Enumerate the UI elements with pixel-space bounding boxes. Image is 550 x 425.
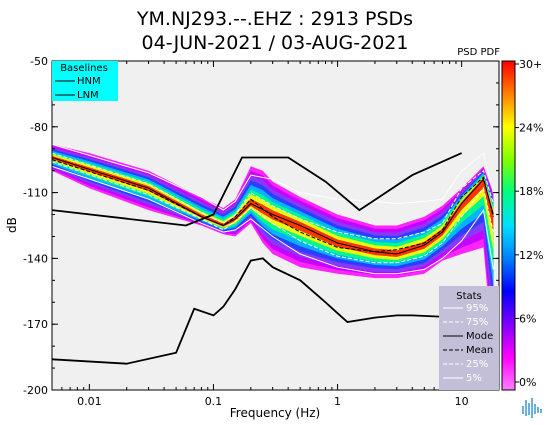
- stats-legend-mode: Mode: [466, 331, 493, 342]
- plot-frame: [51, 60, 500, 391]
- stat-line-p75: [52, 152, 494, 240]
- y-tick-label: -110: [23, 187, 48, 200]
- stats-legend-mean: Mean: [466, 345, 493, 356]
- stats-legend-p75: 75%: [466, 317, 488, 328]
- stats-legend: Stats 95% 75% Mode Mean 25% 5%: [439, 286, 499, 390]
- stats-legend-p25: 25%: [466, 359, 488, 370]
- y-tick-label: -200: [23, 384, 48, 397]
- y-tick-label: -140: [23, 252, 48, 265]
- y-axis-ticks: -50 -80 -110 -140 -170 -200: [23, 55, 499, 397]
- colorbar: [501, 60, 516, 391]
- x-axis-label: Frequency (Hz): [230, 406, 321, 420]
- baselines-legend-title: Baselines: [60, 63, 108, 74]
- stat-line-p25: [52, 161, 494, 264]
- chart-title: YM.NJ293.--.EHZ : 2913 PSDs: [136, 8, 413, 30]
- x-axis-ticks: 0.01 0.1 1 10: [51, 61, 500, 408]
- colorbar-title: PSD PDF: [457, 47, 500, 58]
- stats-legend-p5: 5%: [466, 373, 482, 384]
- y-axis-label: dB: [5, 217, 19, 233]
- colorbar-tick-label: 24%: [519, 122, 543, 135]
- x-tick-label: 10: [455, 395, 469, 408]
- baselines-legend: Baselines HNM LNM: [52, 61, 118, 101]
- stats-legend-p95: 95%: [466, 303, 488, 314]
- colorbar-tick-label: 0%: [519, 376, 536, 389]
- baseline-lnm: [52, 257, 462, 365]
- colorbar-tick-label: 12%: [519, 249, 543, 262]
- y-tick-label: -170: [23, 318, 48, 331]
- stat-line-mode: [52, 157, 494, 255]
- x-tick-label: 0.01: [77, 395, 102, 408]
- y-tick-label: -50: [30, 55, 48, 68]
- stat-line-p95: [52, 143, 494, 211]
- logo-icon: [522, 398, 542, 418]
- chart-subtitle: 04-JUN-2021 / 03-AUG-2021: [142, 32, 409, 54]
- baseline-hnm: [52, 152, 462, 227]
- stat-line-mean: [52, 159, 494, 253]
- stat-line-p5: [52, 165, 494, 275]
- colorbar-tick-label: 30+: [519, 58, 542, 71]
- pdf-band-6: [52, 154, 494, 260]
- chart-lines: [52, 143, 494, 365]
- y-tick-label: -80: [30, 121, 48, 134]
- x-tick-label: 0.1: [205, 395, 223, 408]
- colorbar-tick-label: 6%: [519, 312, 536, 325]
- colorbar-ticks: 30+ 24% 18% 12% 6% 0%: [515, 58, 543, 389]
- baselines-legend-lnm: LNM: [77, 90, 99, 101]
- baselines-legend-hnm: HNM: [77, 76, 101, 87]
- stats-legend-box: [439, 286, 499, 390]
- x-tick-label: 1: [334, 395, 341, 408]
- colorbar-tick-label: 18%: [519, 185, 543, 198]
- stats-legend-title: Stats: [456, 291, 482, 302]
